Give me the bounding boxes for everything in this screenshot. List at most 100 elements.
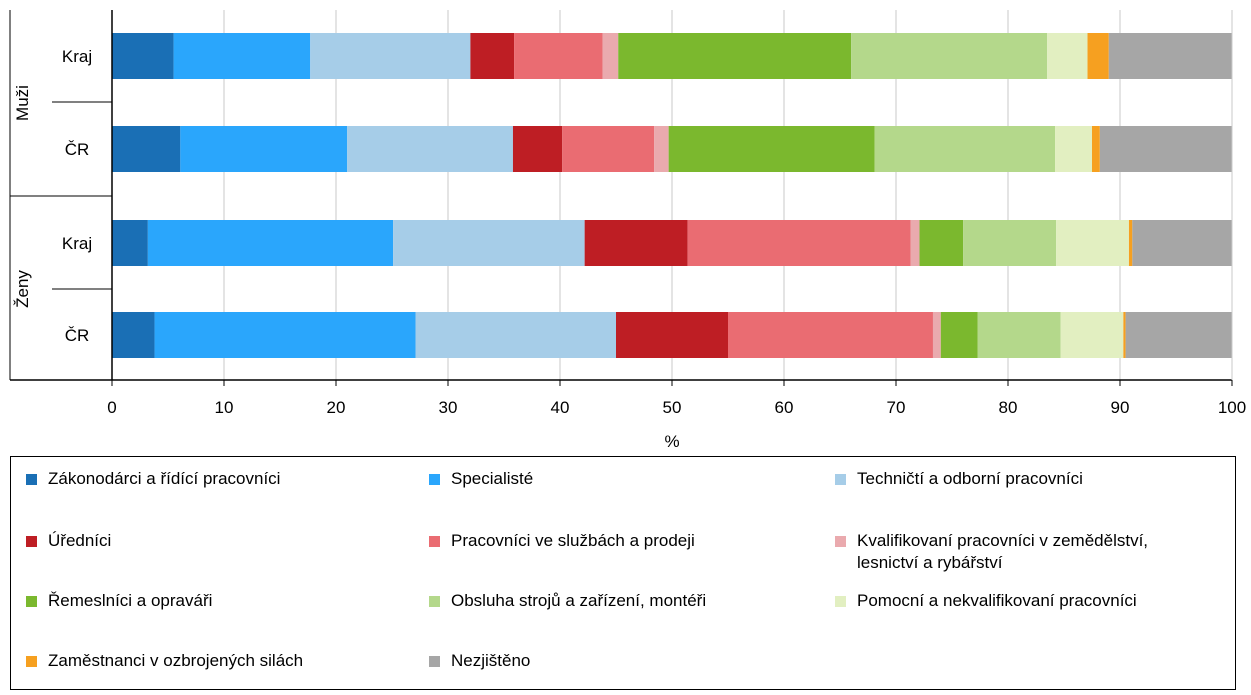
bar-segment — [1087, 33, 1109, 79]
legend-label: Zaměstnanci v ozbrojených silách — [48, 651, 304, 670]
bar-segment — [963, 220, 1057, 266]
x-axis-label: % — [664, 432, 679, 451]
legend-item: Specialisté — [429, 468, 533, 490]
category-label: Kraj — [62, 234, 92, 253]
x-tick-label: 10 — [215, 398, 234, 417]
legend-label: Kvalifikovaní pracovníci v zemědělství, … — [857, 531, 1149, 572]
x-tick-label: 80 — [999, 398, 1018, 417]
bar-segment — [415, 312, 616, 358]
legend-item: Obsluha strojů a zařízení, montéři — [429, 590, 706, 612]
bar-segment — [668, 126, 875, 172]
bars — [112, 33, 1232, 358]
bar-segment — [851, 33, 1048, 79]
legend-item: Úředníci — [26, 530, 111, 552]
x-tick-label: 0 — [107, 398, 116, 417]
bar-segment — [618, 33, 852, 79]
bar-segment — [180, 126, 348, 172]
legend-swatch — [429, 536, 440, 547]
legend-swatch — [835, 536, 846, 547]
x-tick-labels: 0 10 20 30 40 50 60 70 80 90 100 — [107, 398, 1246, 417]
bar-segment — [584, 220, 688, 266]
bar-segment — [1092, 126, 1100, 172]
bar-segment — [112, 220, 148, 266]
bar-segment — [562, 126, 655, 172]
legend-swatch — [26, 596, 37, 607]
bar-segment — [687, 220, 911, 266]
x-tick-label: 60 — [775, 398, 794, 417]
legend-item: Kvalifikovaní pracovníci v zemědělství, … — [835, 530, 1148, 574]
bar-segment — [1047, 33, 1088, 79]
x-tick-label: 100 — [1218, 398, 1246, 417]
legend: Zákonodárci a řídící pracovníci Specialis… — [10, 456, 1236, 690]
bar-segment — [1132, 220, 1232, 266]
legend-label: Řemeslníci a opraváři — [48, 591, 213, 610]
x-tick-label: 30 — [439, 398, 458, 417]
legend-item: Techničtí a odborní pracovníci — [835, 468, 1083, 490]
legend-item: Zákonodárci a řídící pracovníci — [26, 468, 280, 490]
legend-item: Řemeslníci a opraváři — [26, 590, 212, 612]
legend-item: Pomocní a nekvalifikovaní pracovníci — [835, 590, 1137, 612]
legend-label: Specialisté — [451, 469, 534, 488]
legend-label: Úředníci — [48, 531, 112, 550]
bar-segment — [393, 220, 585, 266]
legend-label: Pomocní a nekvalifikovaní pracovníci — [857, 591, 1137, 610]
legend-item: Pracovníci ve službách a prodeji — [429, 530, 695, 552]
legend-swatch — [429, 596, 440, 607]
bar-segment — [347, 126, 513, 172]
legend-swatch — [429, 474, 440, 485]
legend-item: Zaměstnanci v ozbrojených silách — [26, 650, 303, 672]
bar-segment — [602, 33, 619, 79]
bar-segment — [310, 33, 471, 79]
bar-segment — [1099, 126, 1232, 172]
bar-segment — [1056, 220, 1129, 266]
bar-segment — [1128, 220, 1133, 266]
bar-segment — [112, 33, 174, 79]
legend-label: Pracovníci ve službách a prodeji — [451, 531, 695, 550]
legend-swatch — [835, 474, 846, 485]
category-label: Kraj — [62, 47, 92, 66]
x-tick-label: 70 — [887, 398, 906, 417]
bar-segment — [154, 312, 416, 358]
bar-segment — [874, 126, 1056, 172]
legend-swatch — [26, 536, 37, 547]
legend-label: Obsluha strojů a zařízení, montéři — [451, 591, 707, 610]
bar-segment — [112, 312, 155, 358]
legend-label: Zákonodárci a řídící pracovníci — [48, 469, 281, 488]
x-tick-label: 90 — [1111, 398, 1130, 417]
legend-item: Nezjištěno — [429, 650, 530, 672]
bar-segment — [147, 220, 394, 266]
bar-segment — [470, 33, 515, 79]
legend-swatch — [835, 596, 846, 607]
legend-swatch — [26, 474, 37, 485]
bar-segment — [112, 126, 181, 172]
category-label: ČR — [65, 140, 90, 159]
bar-segment — [940, 312, 978, 358]
bar-segment — [910, 220, 920, 266]
axes — [9, 10, 1233, 386]
group-label: Ženy — [13, 270, 32, 308]
bar-segment — [1123, 312, 1126, 358]
legend-swatch — [26, 656, 37, 667]
bar-segment — [1125, 312, 1232, 358]
bar-segment — [1108, 33, 1232, 79]
category-label: ČR — [65, 326, 90, 345]
category-labels: Kraj ČR Muži Kraj ČR Ženy — [13, 47, 92, 345]
legend-swatch — [429, 656, 440, 667]
bar-segment — [1055, 126, 1092, 172]
bar-segment — [728, 312, 933, 358]
bar-segment — [1060, 312, 1124, 358]
x-tick-label: 40 — [551, 398, 570, 417]
group-label: Muži — [13, 85, 32, 121]
bar-segment — [932, 312, 941, 358]
bar-segment — [654, 126, 669, 172]
x-tick-label: 20 — [327, 398, 346, 417]
bar-segment — [514, 33, 603, 79]
bar-segment — [919, 220, 964, 266]
chart: 0 10 20 30 40 50 60 70 80 90 100 Kraj ČR Muži Kraj ČR Ž… — [9, 10, 1246, 451]
legend-label: Nezjištěno — [451, 651, 531, 670]
bar-segment — [512, 126, 563, 172]
bar-segment — [977, 312, 1061, 358]
bar-segment — [616, 312, 728, 358]
bar-segment — [173, 33, 311, 79]
x-tick-label: 50 — [663, 398, 682, 417]
